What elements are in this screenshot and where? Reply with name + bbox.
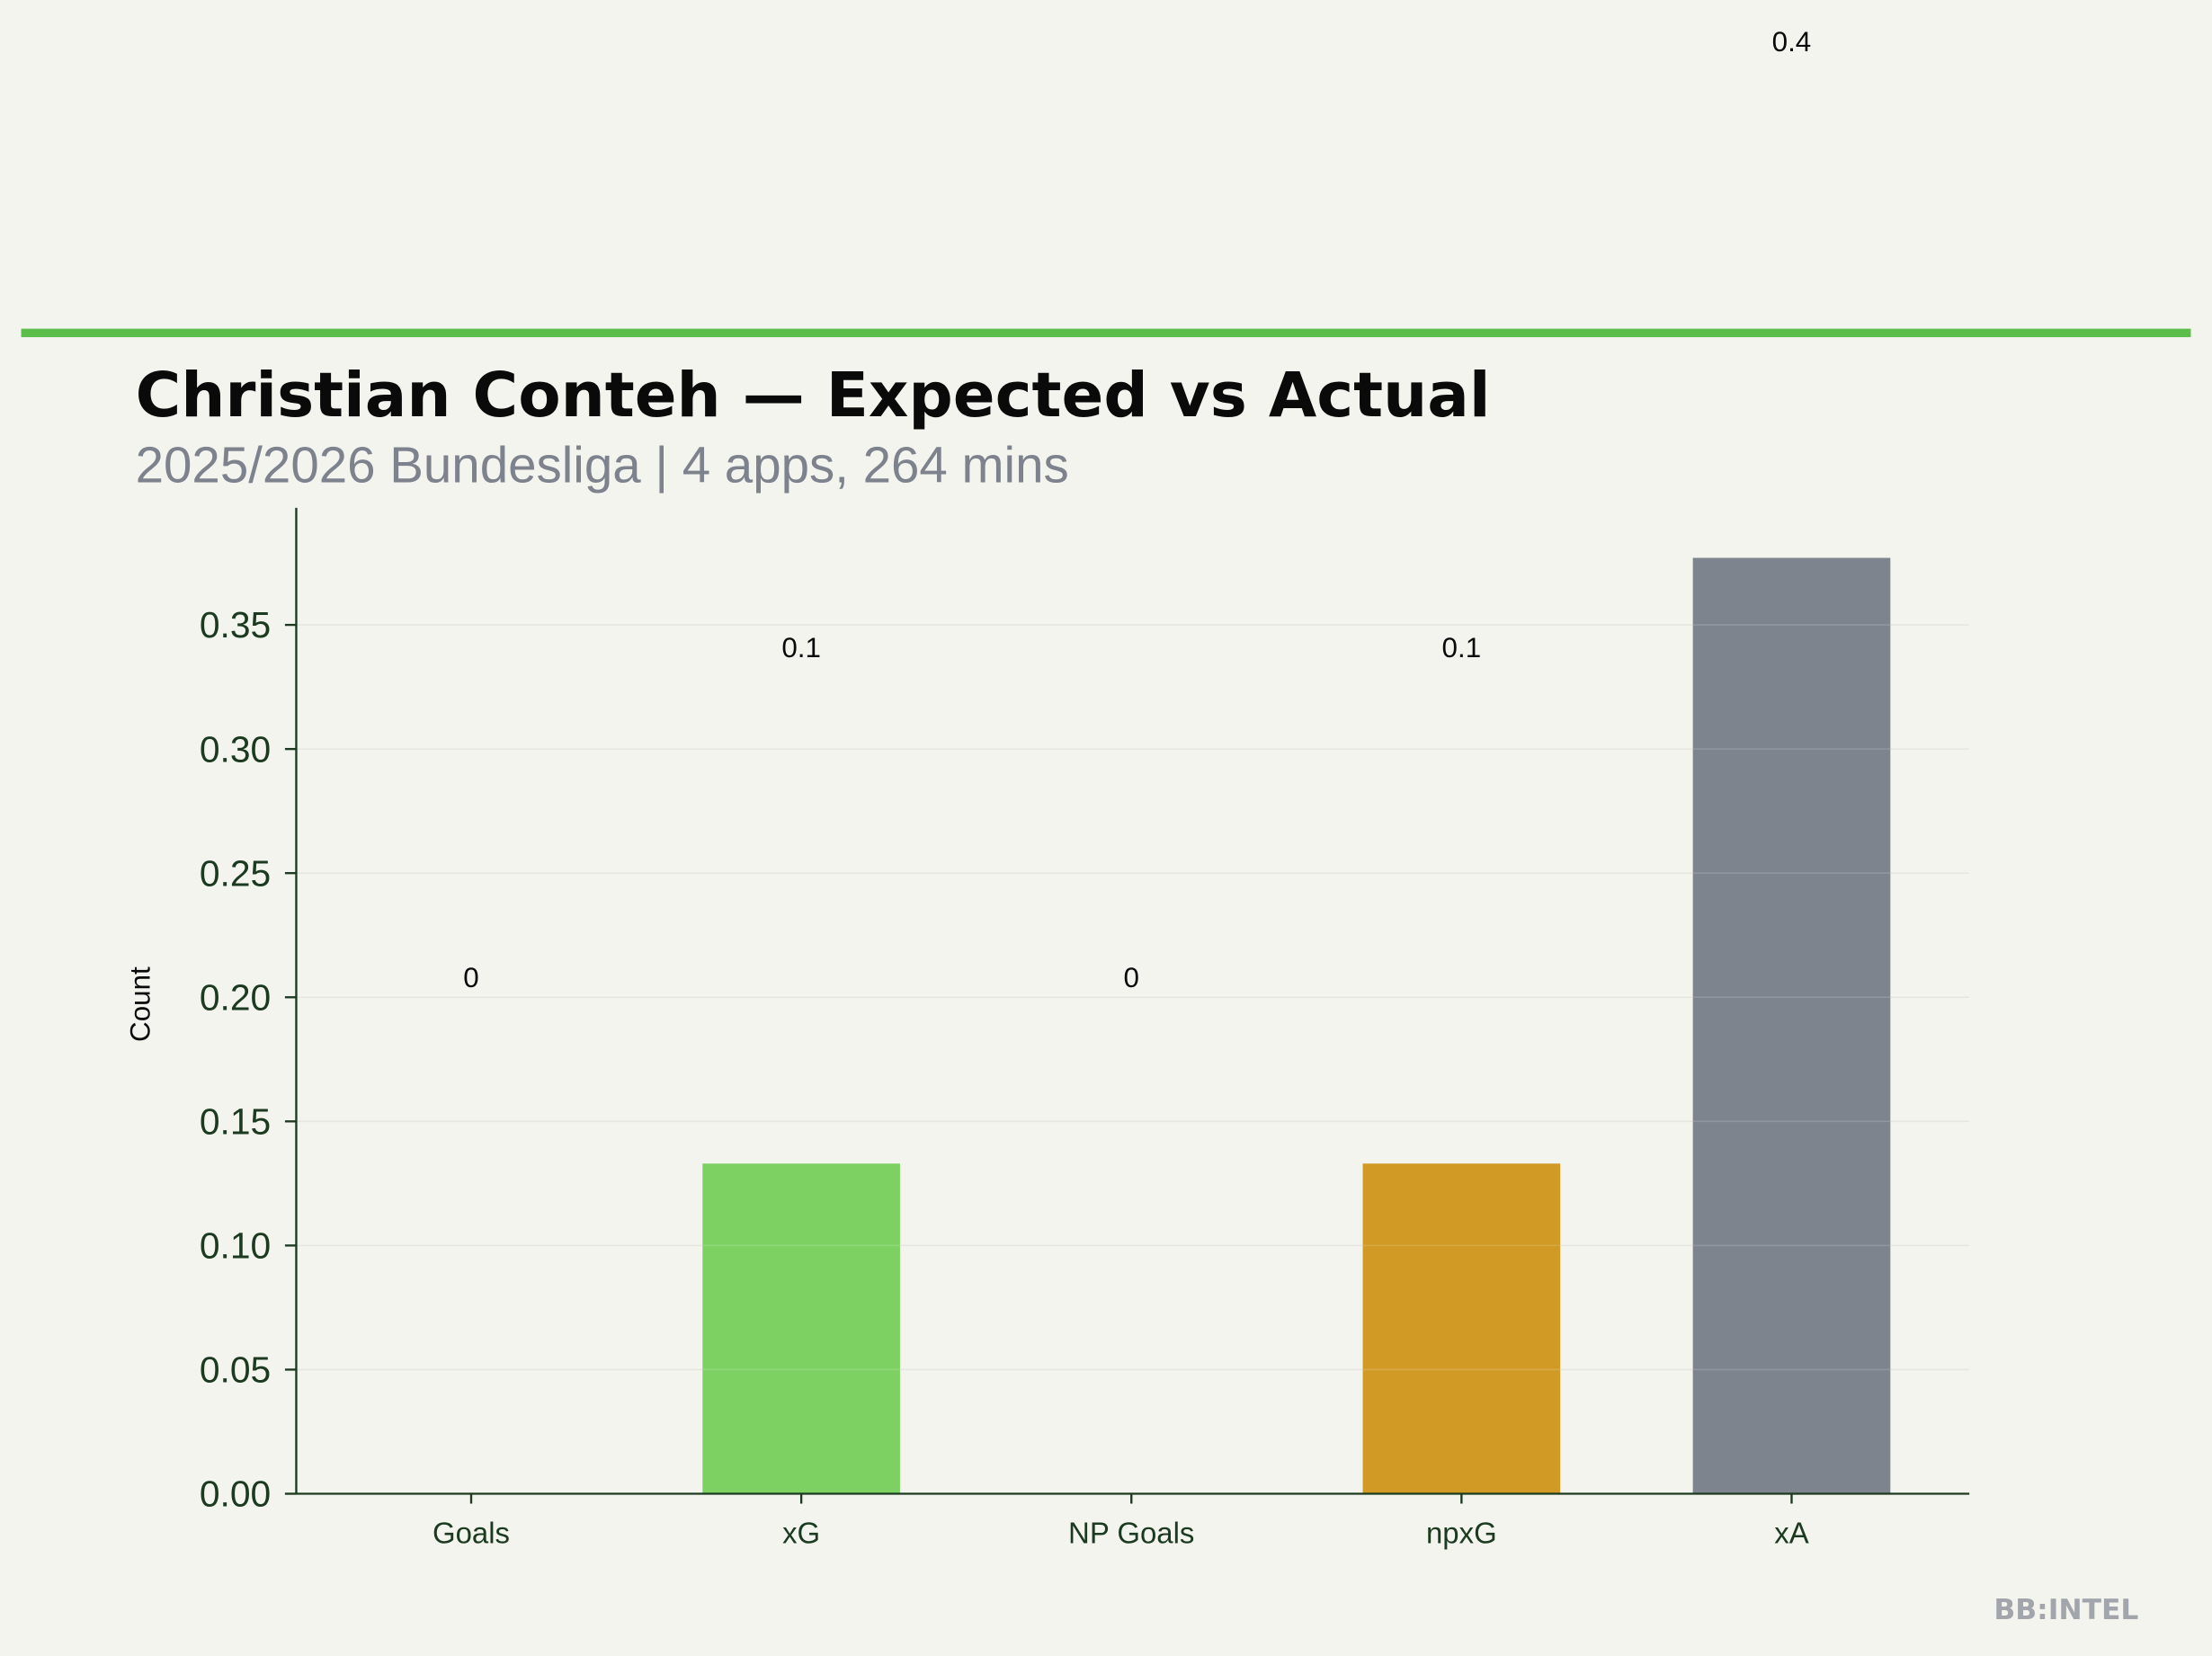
y-axis-label: Count [124,966,156,1042]
y-tick-label: 0.25 [200,852,271,894]
accent-bar [21,328,2191,338]
data-label: 0.4 [1772,26,1812,58]
y-tick-label: 0.00 [200,1473,271,1515]
chart-title: Christian Conteh — Expected vs Actual [136,360,1491,432]
x-tick-label: npxG [1426,1516,1497,1549]
y-tick-label: 0.05 [200,1349,271,1391]
x-tick-label: xG [782,1516,820,1549]
bar-xa [1692,557,1891,1494]
y-tick-label: 0.35 [200,604,271,645]
bar-npxg [1362,1163,1561,1494]
x-tick-label: Goals [433,1516,510,1549]
bars [702,557,1891,1494]
data-label: 0 [463,962,478,993]
data-label: 0.1 [1442,632,1482,663]
data-label: 0.1 [781,632,821,663]
data-label: 0 [1124,962,1139,993]
gridlines [296,624,1970,1371]
y-tick-label: 0.30 [200,728,271,770]
watermark: BB:INTEL [1993,1594,2138,1626]
data-labels: 0 0.1 0 0.1 0.4 [463,26,1811,993]
bar-xg [702,1163,900,1494]
x-ticks: Goals xG NP Goals npxG xA [433,1493,1809,1549]
y-tick-label: 0.20 [200,976,271,1018]
y-tick-label: 0.15 [200,1100,271,1142]
chart-subtitle: 2025/2026 Bundesliga | 4 apps, 264 mins [136,437,1069,494]
x-tick-label: xA [1774,1516,1808,1549]
y-tick-label: 0.10 [200,1225,271,1267]
y-ticks: 0.00 0.05 0.10 0.15 0.20 0.25 0.30 0.35 [200,604,297,1515]
x-tick-label: NP Goals [1068,1516,1194,1549]
